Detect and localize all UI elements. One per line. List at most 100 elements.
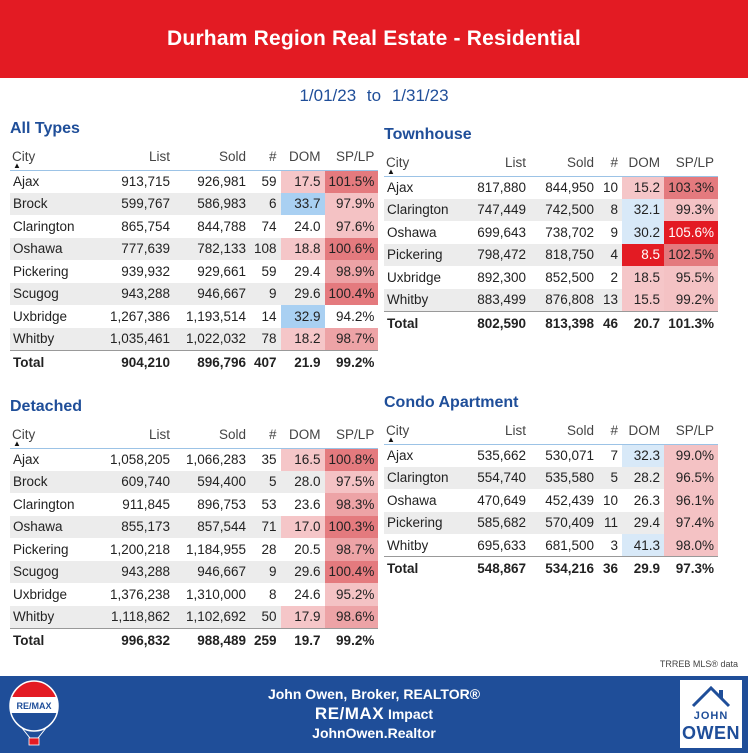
total-cell-city: Total [10, 627, 86, 652]
section-title: All Types [10, 120, 80, 137]
cell-city: Oshawa [384, 489, 464, 512]
column-header-list[interactable]: List [86, 422, 174, 449]
column-header-city[interactable]: City ▲ [384, 418, 464, 445]
cell-list: 892,300 [464, 266, 530, 289]
cell-splp: 99.2% [664, 288, 718, 311]
column-header-label: SP/LP [675, 154, 714, 170]
cell-sold: 681,500 [530, 534, 598, 557]
all-types-section: All Types City ▲ List Sold # DOM SP/LP Ajax 913,7… [10, 120, 379, 374]
column-header-label: List [148, 148, 170, 164]
cell-list: 883,499 [464, 288, 530, 311]
column-header-dom[interactable]: DOM [622, 150, 664, 177]
column-header-dom[interactable]: DOM [280, 422, 325, 449]
cell-count: 8 [598, 198, 622, 221]
cell-list: 699,643 [464, 221, 530, 244]
cell-sold: 530,071 [530, 444, 598, 467]
website-link[interactable]: JohnOwen.Realtor [312, 725, 436, 741]
cell-count: 7 [598, 444, 622, 467]
cell-sold: 782,133 [174, 237, 250, 260]
column-header-dom[interactable]: DOM [280, 144, 325, 171]
table-row: Clarington 747,449 742,500 8 32.1 99.3% [384, 198, 718, 221]
column-header-dom[interactable]: DOM [622, 418, 664, 445]
column-header-label: SP/LP [675, 422, 714, 438]
column-header-label: Sold [218, 148, 246, 164]
column-header-sold[interactable]: Sold [174, 144, 250, 171]
cell-splp: 96.1% [664, 489, 718, 512]
condo-apartment-section: Condo Apartment City ▲ List Sold # DOM SP/LP Aja… [384, 394, 718, 581]
cell-splp: 103.3% [664, 176, 718, 199]
cell-list: 1,058,205 [86, 448, 174, 471]
table-row: Pickering 939,932 929,661 59 29.4 98.9% [10, 260, 379, 283]
sort-ascending-icon: ▲ [387, 434, 395, 444]
cell-city: Whitby [10, 605, 86, 628]
column-header-count[interactable]: # [250, 422, 281, 449]
agent-name: John Owen, Broker, REALTOR® [267, 686, 481, 702]
column-header-label: City [12, 148, 36, 164]
cell-city: Pickering [10, 260, 86, 283]
cell-list: 1,118,862 [86, 605, 174, 628]
cell-list: 585,682 [464, 511, 530, 534]
cell-sold: 818,750 [530, 243, 598, 266]
cell-dom: 29.6 [280, 560, 325, 583]
cell-city: Pickering [10, 538, 86, 561]
table-row: Pickering 585,682 570,409 11 29.4 97.4% [384, 511, 718, 534]
column-header-sold[interactable]: Sold [174, 422, 250, 449]
column-header-city[interactable]: City ▲ [10, 144, 86, 171]
table-row: Oshawa 699,643 738,702 9 30.2 105.6% [384, 221, 718, 244]
column-header-sold[interactable]: Sold [530, 418, 598, 445]
logo-john-text: JOHN [693, 710, 729, 722]
cell-splp: 99.3% [664, 198, 718, 221]
column-header-label: SP/LP [336, 148, 375, 164]
cell-dom: 29.4 [280, 260, 325, 283]
cell-list: 535,662 [464, 444, 530, 467]
cell-count: 11 [598, 511, 622, 534]
column-header-count[interactable]: # [250, 144, 281, 171]
column-header-list[interactable]: List [86, 144, 174, 171]
page-title: Durham Region Real Estate - Residential [167, 27, 581, 50]
cell-dom: 26.3 [622, 489, 664, 512]
cell-list: 911,845 [86, 493, 174, 516]
cell-sold: 452,439 [530, 489, 598, 512]
cell-splp: 98.9% [324, 260, 379, 283]
cell-sold: 1,184,955 [174, 538, 250, 561]
column-header-count[interactable]: # [598, 418, 622, 445]
cell-city: Oshawa [10, 515, 86, 538]
cell-city: Pickering [384, 243, 464, 266]
column-header-city[interactable]: City ▲ [384, 150, 464, 177]
cell-sold: 857,544 [174, 515, 250, 538]
column-header-sold[interactable]: Sold [530, 150, 598, 177]
column-header-city[interactable]: City ▲ [10, 422, 86, 449]
stats-table: City ▲ List Sold # DOM SP/LP Ajax 913,715 926,981… [10, 144, 379, 374]
cell-splp: 99.0% [664, 444, 718, 467]
cell-list: 943,288 [86, 560, 174, 583]
sort-ascending-icon: ▲ [13, 160, 21, 170]
table-header-row: City ▲ List Sold # DOM SP/LP [10, 422, 379, 449]
cell-list: 865,754 [86, 215, 174, 238]
stats-table: City ▲ List Sold # DOM SP/LP Ajax 1,058,205 1,066… [10, 422, 379, 652]
cell-city: Clarington [384, 198, 464, 221]
cell-dom: 33.7 [280, 192, 325, 215]
total-cell-splp: 99.2% [324, 627, 379, 652]
cell-city: Scugog [10, 282, 86, 305]
column-header-splp[interactable]: SP/LP [664, 418, 718, 445]
column-header-splp[interactable]: SP/LP [664, 150, 718, 177]
cell-city: Pickering [384, 511, 464, 534]
column-header-count[interactable]: # [598, 150, 622, 177]
total-cell-count: 36 [598, 556, 622, 581]
column-header-list[interactable]: List [464, 418, 530, 445]
cell-count: 9 [250, 282, 281, 305]
cell-dom: 20.5 [280, 538, 325, 561]
cell-city: Oshawa [10, 237, 86, 260]
column-header-splp[interactable]: SP/LP [324, 144, 379, 171]
column-header-list[interactable]: List [464, 150, 530, 177]
table-row: Clarington 865,754 844,788 74 24.0 97.6% [10, 215, 379, 238]
cell-sold: 742,500 [530, 198, 598, 221]
column-header-splp[interactable]: SP/LP [324, 422, 379, 449]
total-cell-splp: 101.3% [664, 310, 718, 335]
date-from: 1/01/23 [299, 86, 357, 105]
cell-dom: 17.0 [280, 515, 325, 538]
sort-ascending-icon: ▲ [387, 166, 395, 176]
cell-dom: 18.5 [622, 266, 664, 289]
total-cell-dom: 19.7 [280, 627, 325, 652]
cell-sold: 946,667 [174, 560, 250, 583]
